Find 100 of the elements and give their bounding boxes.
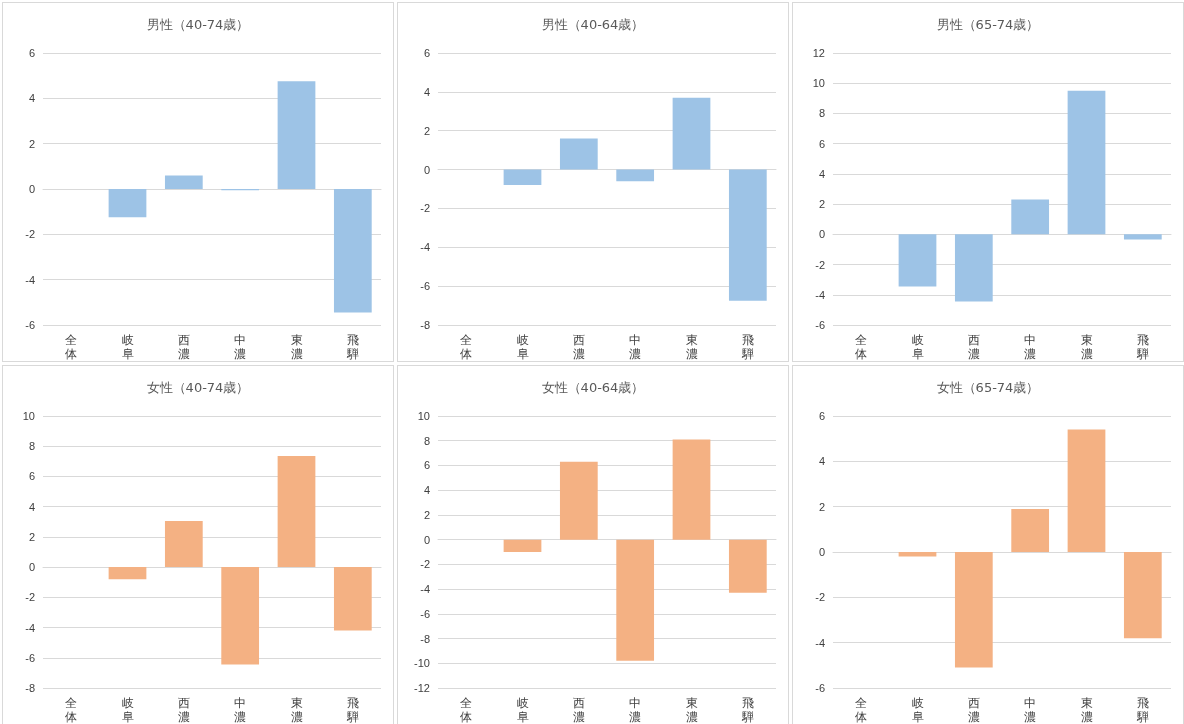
y-tick-label: 0: [818, 546, 825, 558]
bar: [728, 539, 767, 593]
y-tick-label: -6: [815, 319, 825, 331]
x-tick-label: 飛騨: [740, 333, 754, 361]
y-tick-label: 8: [28, 440, 35, 453]
y-tick-label: 6: [818, 410, 825, 422]
chart-title: 男性（65-74歳）: [936, 17, 1040, 32]
bar: [672, 439, 711, 540]
bar: [954, 234, 993, 302]
chart-title: 女性（40-64歳）: [541, 380, 645, 395]
bar: [898, 234, 937, 287]
bar: [108, 567, 147, 580]
bar: [954, 552, 993, 668]
y-tick-label: 0: [423, 533, 430, 546]
y-tick-label: -2: [815, 591, 825, 604]
y-tick-label: -6: [420, 280, 430, 293]
y-tick-label: -2: [420, 202, 430, 215]
x-tick-label: 岐阜: [121, 333, 134, 361]
bar: [559, 461, 598, 540]
x-tick-label: 東濃: [685, 333, 698, 361]
bar: [333, 567, 372, 631]
x-tick-label: 中濃: [1024, 696, 1037, 724]
x-tick-label: 全体: [855, 696, 868, 724]
x-tick-label: 西濃: [967, 696, 980, 724]
y-tick-label: 10: [812, 77, 825, 90]
x-tick-label: 飛騨: [345, 333, 359, 361]
bar: [672, 97, 711, 170]
y-tick-label: 2: [423, 124, 430, 137]
y-tick-label: -8: [25, 682, 35, 694]
y-tick-label: 4: [423, 85, 430, 98]
y-tick-label: 12: [812, 47, 825, 59]
y-tick-label: -12: [414, 682, 430, 694]
bar: [503, 169, 542, 186]
y-tick-label: 2: [28, 137, 35, 150]
bar: [1067, 90, 1106, 235]
x-tick-label: 全体: [460, 333, 473, 361]
x-tick-label: 岐阜: [121, 696, 134, 724]
x-tick-label: 全体: [460, 696, 473, 724]
y-tick-label: -10: [414, 657, 430, 670]
x-tick-label: 岐阜: [911, 696, 924, 724]
y-tick-label: -2: [815, 258, 825, 271]
bar: [503, 539, 542, 552]
y-tick-label: 4: [28, 92, 35, 105]
bar: [1123, 552, 1162, 639]
y-tick-label: 6: [818, 137, 825, 150]
bar: [1123, 234, 1162, 240]
x-tick-label: 飛騨: [345, 696, 359, 724]
chart-title: 女性（65-74歳）: [936, 380, 1040, 395]
x-tick-label: 中濃: [629, 696, 642, 724]
y-tick-label: 2: [818, 198, 825, 211]
bar: [164, 521, 203, 568]
x-tick-label: 東濃: [685, 696, 698, 724]
y-tick-label: -4: [25, 621, 35, 634]
x-tick-label: 東濃: [290, 333, 303, 361]
x-tick-label: 西濃: [967, 333, 980, 361]
x-tick-label: 東濃: [1080, 696, 1093, 724]
y-tick-label: 4: [423, 484, 430, 497]
chart-title: 女性（40-74歳）: [146, 380, 250, 395]
y-tick-label: 2: [818, 500, 825, 513]
y-tick-label: -6: [815, 682, 825, 694]
x-tick-label: 西濃: [572, 333, 585, 361]
x-tick-label: 中濃: [629, 333, 642, 361]
x-tick-label: 中濃: [234, 333, 247, 361]
y-tick-label: 8: [818, 107, 825, 120]
bar: [898, 552, 937, 557]
y-tick-label: 10: [22, 410, 35, 422]
bar: [333, 189, 372, 313]
y-tick-label: -4: [25, 273, 35, 286]
y-tick-label: 0: [423, 163, 430, 176]
y-tick-label: 2: [28, 530, 35, 543]
x-tick-label: 全体: [65, 333, 78, 361]
y-tick-label: -2: [25, 591, 35, 604]
y-tick-label: -8: [420, 319, 430, 331]
bar: [616, 169, 655, 182]
y-tick-label: -2: [25, 228, 35, 241]
y-tick-label: 6: [28, 47, 35, 59]
y-tick-label: 0: [818, 228, 825, 241]
bar: [221, 567, 260, 665]
x-tick-label: 岐阜: [516, 696, 529, 724]
bar: [108, 189, 147, 218]
bar: [616, 539, 655, 661]
chart-title: 男性（40-74歳）: [146, 17, 250, 32]
x-tick-label: 岐阜: [516, 333, 529, 361]
x-tick-label: 全体: [855, 333, 868, 361]
x-tick-label: 西濃: [177, 696, 190, 724]
x-tick-label: 飛騨: [1135, 333, 1149, 361]
y-tick-label: 6: [423, 459, 430, 472]
y-tick-label: -4: [420, 241, 430, 254]
bar: [1011, 508, 1050, 552]
y-tick-label: -8: [420, 632, 430, 645]
y-tick-label: 0: [28, 183, 35, 195]
y-tick-label: -4: [420, 583, 430, 596]
y-tick-label: 10: [417, 410, 430, 422]
x-tick-label: 東濃: [290, 696, 303, 724]
x-tick-label: 西濃: [572, 696, 585, 724]
y-tick-label: -6: [420, 607, 430, 620]
y-tick-label: 0: [28, 561, 35, 574]
y-tick-label: -2: [420, 558, 430, 571]
x-tick-label: 中濃: [1024, 333, 1037, 361]
y-tick-label: 6: [28, 470, 35, 483]
